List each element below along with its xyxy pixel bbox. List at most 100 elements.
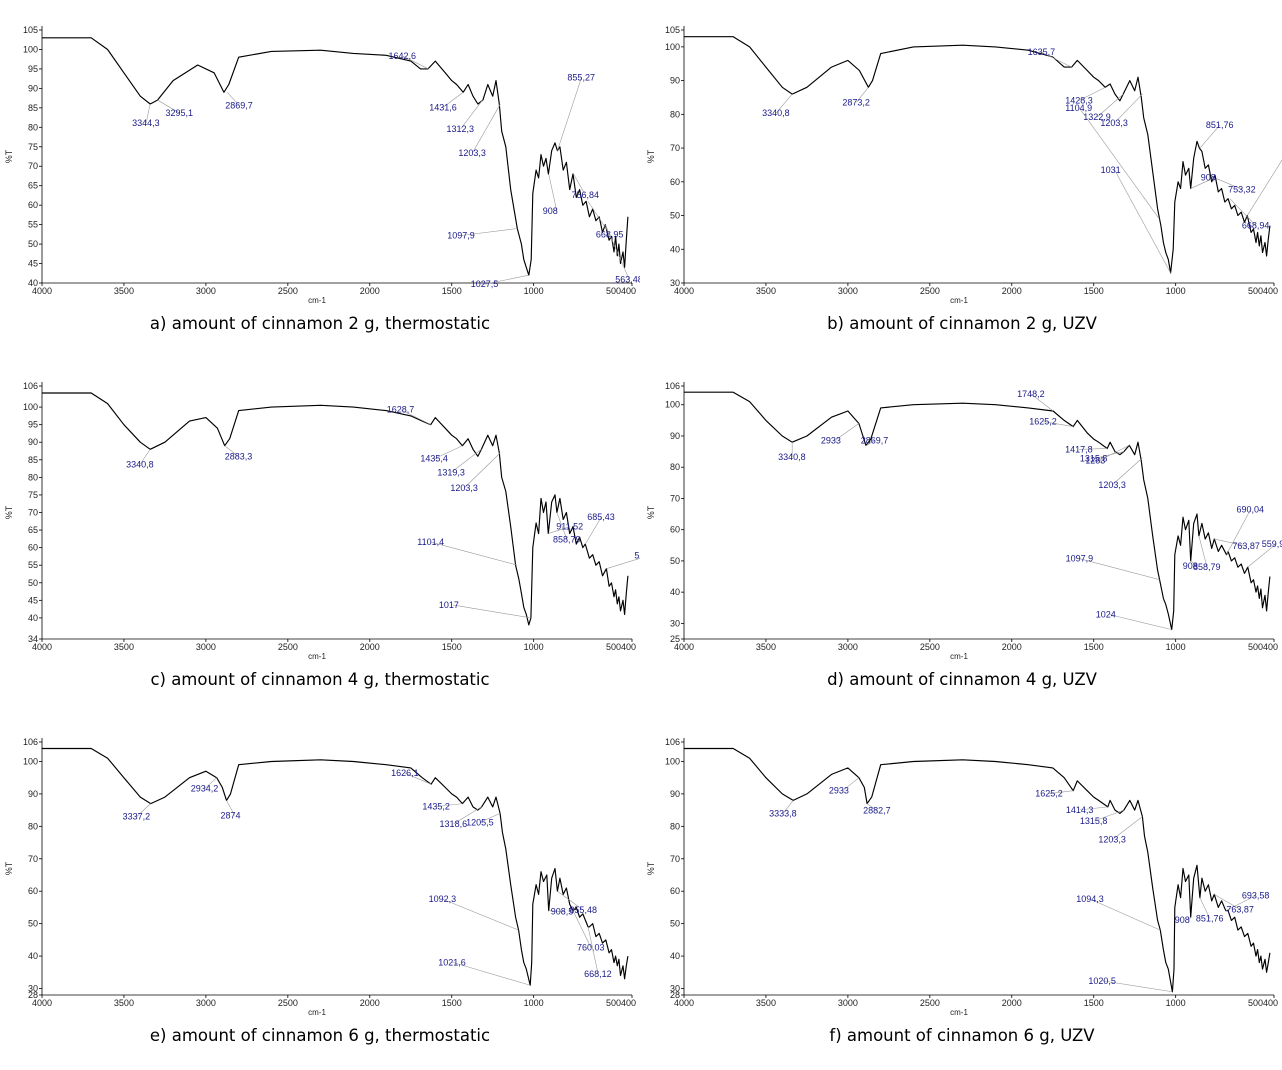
chart-c-y-tick-label: 65 [28, 525, 38, 535]
chart-d-y-tick-label: 60 [670, 525, 680, 535]
chart-b-peak-label: 1203,3 [1100, 118, 1128, 128]
chart-c-y-tick-label: 95 [28, 420, 38, 430]
chart-a-y-tick-label: 45 [28, 259, 38, 269]
chart-b-peak-label: 1104,9 [1065, 103, 1092, 113]
chart-c-y-tick-label: 45 [28, 595, 38, 605]
chart-a-peak-leader [548, 173, 558, 212]
chart-a-peak-leader [472, 103, 501, 154]
chart-a-peak-label: 563,48 [615, 275, 640, 285]
chart-e-peak-leader [452, 961, 531, 986]
chart-a-x-tick-label: 1500 [442, 286, 462, 296]
chart-b-peak-label: 908 [1201, 173, 1216, 183]
chart-d-peak-leader [1112, 457, 1143, 486]
chart-c-peak-leader [548, 526, 571, 534]
chart-a-x-tick-label: 1000 [524, 286, 544, 296]
chart-a-peak-label: 1203,3 [458, 148, 486, 158]
chart-b-peak-label: 1635,7 [1028, 47, 1056, 57]
chart-d-spectrum-line [684, 391, 1271, 631]
chart-e-y-tick-label: 28 [28, 990, 38, 1000]
chart-c-x-tick-label: 2500 [278, 642, 298, 652]
chart-d-peak-label: 858,79 [1193, 562, 1221, 572]
chart-c-peak-leader [585, 516, 602, 545]
chart-d-peak-label: 1097,9 [1066, 554, 1094, 564]
chart-f-peak-label: 1094,3 [1076, 894, 1104, 904]
chart-b-peak-leader [1190, 177, 1215, 189]
chart-f-peak-leader [1093, 809, 1124, 822]
chart-c-peak-label: 1101,4 [417, 537, 444, 547]
chart-f-y-tick-label: 80 [670, 821, 680, 831]
chart-d-peak-leader [1079, 558, 1160, 580]
chart-f-y-axis-label: %T [646, 861, 656, 875]
chart-c-y-tick-label: 34 [28, 634, 38, 644]
chart-c-x-tick-label: 3500 [114, 642, 134, 652]
chart-a-y-tick-label: 95 [28, 64, 38, 74]
chart-c-svg: 34 40 45 50 55 60 65 70 75 80 85 90 95 100 106 4000 3500… [4, 381, 640, 661]
chart-d-x-tick-label: 2500 [920, 642, 940, 652]
chart-c-y-tick-label: 50 [28, 578, 38, 588]
chart-e-peak-label: 1205,5 [466, 817, 494, 827]
chart-d-peak-leader [1079, 448, 1108, 450]
chart-a-peak-leader [157, 99, 180, 114]
chart-d-peak-leader [834, 423, 860, 441]
chart-d-peak-leader [1043, 421, 1074, 427]
chart-a-peak-label: 1642,6 [388, 51, 416, 61]
chart-e-peak-label: 3337,2 [123, 812, 151, 822]
chart-f-x-tick-label: 3500 [756, 998, 776, 1008]
chart-c-peak-leader [606, 558, 640, 570]
chart-e-x-tick-label: 1000 [524, 998, 544, 1008]
chart-a-peak-leader [443, 92, 464, 108]
chart-e-x-tick-label: 3000 [196, 998, 216, 1008]
chart-panel-f: 28 30 40 50 60 70 80 90 100 106 4000 3500 3000 2500 20… [642, 712, 1282, 1068]
chart-f-x-tick-label: 500400 [1248, 998, 1278, 1008]
chart-e-peak-label: 1318,6 [440, 819, 468, 829]
chart-e-peak-leader [479, 813, 501, 823]
chart-c-peak-leader [556, 512, 568, 540]
chart-f-peak-label: 1625,2 [1035, 789, 1063, 799]
chart-e-peak-leader [572, 910, 592, 948]
chart-c-peak-label: 858,79 [553, 535, 581, 545]
chart-b-y-tick-label: 40 [670, 244, 680, 254]
chart-e-y-tick-label: 40 [28, 951, 38, 961]
chart-d-peak-leader [1030, 393, 1054, 412]
chart-d-x-tick-label: 1500 [1084, 642, 1104, 652]
chart-c-y-axis-label: %T [4, 505, 14, 519]
chart-b-peak-leader [1199, 124, 1221, 149]
chart-a-x-tick-label: 4000 [32, 286, 52, 296]
chart-c-x-tick-label: 3000 [196, 642, 216, 652]
chart-d-y-tick-label: 25 [670, 634, 680, 644]
chart-b-y-tick-label: 30 [670, 278, 680, 288]
chart-f-peak-leader [1225, 895, 1256, 911]
chart-a-y-tick-label: 85 [28, 103, 38, 113]
chart-panel-d: 25 30 40 50 60 70 80 90 100 106 4000 3500 3000 2500 20… [642, 356, 1282, 712]
chart-c-y-tick-label: 40 [28, 613, 38, 623]
chart-c-peak-label: 1435,4 [420, 454, 448, 464]
chart-b-peak-leader [775, 93, 793, 114]
chart-f-peak-leader [1112, 816, 1143, 840]
chart-e-x-tick-label: 1500 [442, 998, 462, 1008]
chart-d-peak-leader [1214, 538, 1247, 547]
chart-b-y-axis-label: %T [646, 149, 656, 163]
chart-f-x-tick-label: 1000 [1166, 998, 1186, 1008]
chart-a-peak-leader [226, 92, 240, 106]
chart-d-peak-leader [1099, 445, 1130, 461]
chart-d-x-tick-label: 2000 [1002, 642, 1022, 652]
chart-a-peak-label: 1097,9 [447, 231, 475, 241]
chart-f-peak-label: 3333,8 [769, 808, 797, 818]
chart-e-peak-label: 2874 [221, 810, 241, 820]
chart-d-peak-label: 763,87 [1232, 541, 1260, 551]
chart-c-peak-leader [464, 452, 501, 488]
chart-e-y-tick-label: 106 [23, 737, 38, 747]
chart-d-peak-leader [1093, 451, 1124, 459]
chart-d-peak-label: 3340,8 [778, 452, 806, 462]
chart-d-peak-leader [866, 440, 875, 446]
chart-e-spectrum-line [42, 747, 629, 986]
chart-c-peak-label: 3340,8 [126, 459, 154, 469]
chart-a-peak-leader [145, 103, 151, 124]
chart-c-y-tick-label: 60 [28, 543, 38, 553]
chart-e-x-tick-label: 3500 [114, 998, 134, 1008]
chart-a-y-tick-label: 60 [28, 200, 38, 210]
chart-f-x-axis-label: cm-1 [950, 1008, 968, 1017]
chart-e-peak-leader [404, 772, 432, 785]
chart-f-caption: f) amount of cinnamon 6 g, UZV [829, 1026, 1095, 1045]
